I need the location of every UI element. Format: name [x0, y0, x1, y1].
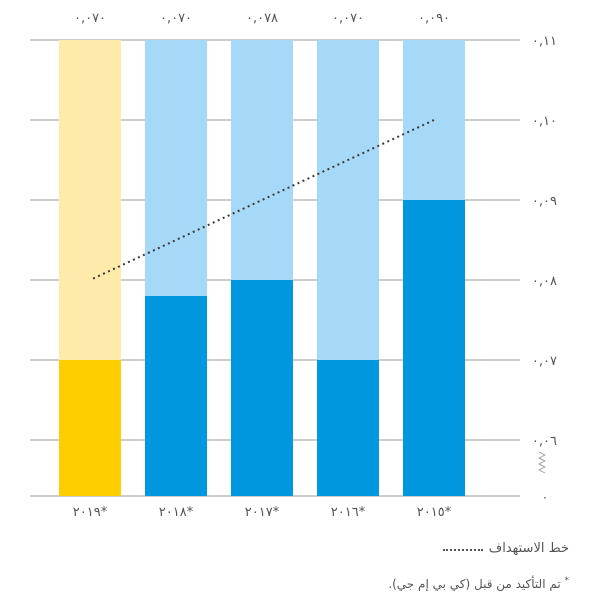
y-tick-label: ٠,١١	[532, 34, 557, 49]
x-tick-label: ٢٠١٦*	[331, 505, 366, 520]
bar-top-label: ٠,٠٧٠	[332, 11, 364, 26]
y-tick-label: ٠,٠٧	[532, 354, 557, 369]
x-tick-label: ٢٠١٨*	[159, 505, 194, 520]
footnote-marker: *	[564, 576, 570, 586]
y-zero-label: ٠	[542, 490, 548, 504]
bar-value	[145, 296, 207, 496]
axis-break-mark	[538, 463, 546, 474]
footnote: * تم التأكيد من قبل (كي بي إم جي).	[388, 576, 569, 591]
bar-value	[59, 360, 121, 496]
bar-top-label: ٠,٠٧٨	[246, 11, 278, 26]
y-tick-label: ٠,٠٦	[532, 434, 557, 449]
x-tick-label: ٢٠١٥*	[417, 505, 452, 520]
bar-value	[317, 360, 379, 496]
y-tick-label: ٠,٠٩	[532, 194, 557, 209]
bar-value	[403, 200, 465, 496]
x-tick-label: ٢٠١٧*	[245, 505, 280, 520]
y-tick-label: ٠,٠٨	[532, 274, 557, 289]
footnote-text: تم التأكيد من قبل (كي بي إم جي).	[388, 577, 561, 591]
bar-top-label: ٠,٠٧٠	[74, 11, 106, 26]
legend-target-label: خط الاستهداف	[488, 541, 569, 556]
bar-value	[231, 280, 293, 496]
legend: خط الاستهداف	[442, 541, 569, 556]
x-tick-label: ٢٠١٩*	[73, 505, 108, 520]
bar-top-label: ٠,٠٧٠	[160, 11, 192, 26]
bar-top-label: ٠,٠٩٠	[418, 11, 450, 26]
legend-dotted-line-icon	[442, 548, 483, 551]
chart: ٠,٠٦ ٠,٠٧ ٠,٠٨ ٠,٠٩ ٠,١٠ ٠,١١ ٠ ٠,٠٩٠ ٢٠١٥* ٠,٠٧٠…	[30, 11, 557, 520]
y-tick-label: ٠,١٠	[532, 114, 557, 129]
